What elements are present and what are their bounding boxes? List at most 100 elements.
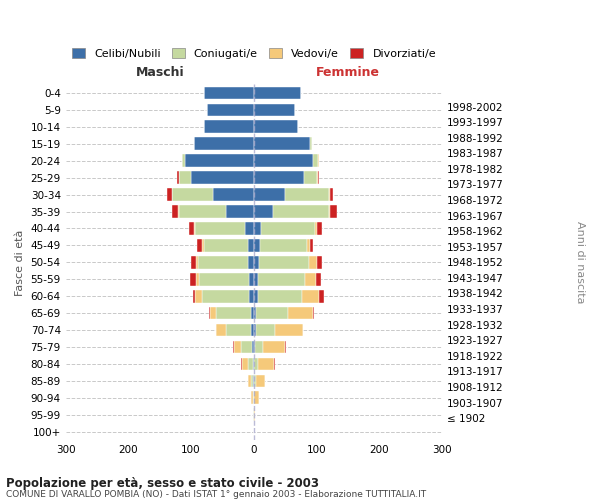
Bar	[252, 340, 254, 353]
Bar	[250, 290, 254, 302]
Bar	[210, 307, 216, 320]
Bar	[316, 273, 321, 285]
Bar	[254, 340, 255, 353]
Bar	[309, 256, 317, 268]
Bar	[305, 273, 316, 285]
Bar	[195, 290, 202, 302]
Bar	[242, 358, 248, 370]
Bar	[226, 324, 251, 336]
Bar	[317, 256, 322, 268]
Bar	[248, 239, 254, 252]
Bar	[256, 324, 275, 336]
Bar	[179, 205, 226, 218]
Bar	[307, 239, 310, 252]
Bar	[331, 188, 334, 201]
Bar	[288, 307, 313, 320]
Bar	[196, 256, 198, 268]
Bar	[195, 222, 245, 235]
Bar	[310, 138, 311, 150]
Bar	[194, 222, 195, 235]
Bar	[254, 307, 256, 320]
Bar	[254, 290, 257, 302]
Bar	[254, 86, 301, 100]
Bar	[213, 188, 254, 201]
Text: COMUNE DI VARALLO POMBIA (NO) - Dati ISTAT 1° gennaio 2003 - Elaborazione TUTTIT: COMUNE DI VARALLO POMBIA (NO) - Dati IST…	[6, 490, 426, 499]
Bar	[199, 273, 249, 285]
Bar	[185, 154, 254, 167]
Bar	[319, 290, 324, 302]
Bar	[249, 273, 254, 285]
Bar	[172, 205, 178, 218]
Bar	[258, 358, 274, 370]
Bar	[256, 374, 265, 387]
Bar	[254, 205, 272, 218]
Bar	[248, 256, 254, 268]
Bar	[272, 205, 329, 218]
Bar	[203, 86, 254, 100]
Bar	[317, 222, 322, 235]
Bar	[254, 222, 262, 235]
Bar	[216, 324, 226, 336]
Bar	[259, 256, 309, 268]
Bar	[254, 188, 285, 201]
Bar	[253, 374, 254, 387]
Bar	[303, 324, 304, 336]
Bar	[234, 340, 241, 353]
Bar	[254, 172, 304, 184]
Bar	[191, 256, 196, 268]
Bar	[260, 239, 307, 252]
Y-axis label: Anni di nascita: Anni di nascita	[575, 221, 585, 304]
Bar	[251, 324, 254, 336]
Bar	[190, 273, 196, 285]
Bar	[196, 273, 199, 285]
Text: Femmine: Femmine	[316, 66, 380, 80]
Bar	[251, 307, 254, 320]
Bar	[254, 256, 259, 268]
Bar	[233, 340, 234, 353]
Text: Maschi: Maschi	[136, 66, 184, 80]
Bar	[317, 172, 318, 184]
Bar	[253, 408, 254, 421]
Bar	[329, 188, 331, 201]
Bar	[194, 138, 254, 150]
Bar	[318, 172, 319, 184]
Bar	[248, 358, 253, 370]
Bar	[254, 324, 256, 336]
Bar	[241, 358, 242, 370]
Bar	[248, 374, 251, 387]
Bar	[254, 273, 257, 285]
Bar	[209, 307, 210, 320]
Bar	[302, 290, 319, 302]
Bar	[254, 408, 255, 421]
Y-axis label: Fasce di età: Fasce di età	[15, 229, 25, 296]
Bar	[167, 188, 172, 201]
Bar	[226, 205, 254, 218]
Bar	[285, 340, 286, 353]
Bar	[254, 104, 295, 116]
Bar	[253, 358, 254, 370]
Bar	[329, 205, 331, 218]
Bar	[198, 256, 248, 268]
Bar	[256, 307, 288, 320]
Bar	[251, 374, 253, 387]
Bar	[203, 120, 254, 133]
Bar	[172, 188, 213, 201]
Bar	[241, 340, 252, 353]
Bar	[314, 222, 317, 235]
Bar	[215, 324, 216, 336]
Bar	[245, 222, 254, 235]
Bar	[179, 172, 191, 184]
Bar	[331, 205, 337, 218]
Bar	[202, 290, 250, 302]
Bar	[313, 307, 314, 320]
Bar	[304, 172, 317, 184]
Bar	[188, 222, 194, 235]
Bar	[193, 290, 195, 302]
Bar	[310, 239, 313, 252]
Bar	[182, 154, 185, 167]
Bar	[254, 120, 298, 133]
Legend: Celibi/Nubili, Coniugati/e, Vedovi/e, Divorziati/e: Celibi/Nubili, Coniugati/e, Vedovi/e, Di…	[67, 44, 440, 64]
Bar	[203, 239, 248, 252]
Bar	[197, 239, 202, 252]
Bar	[253, 392, 254, 404]
